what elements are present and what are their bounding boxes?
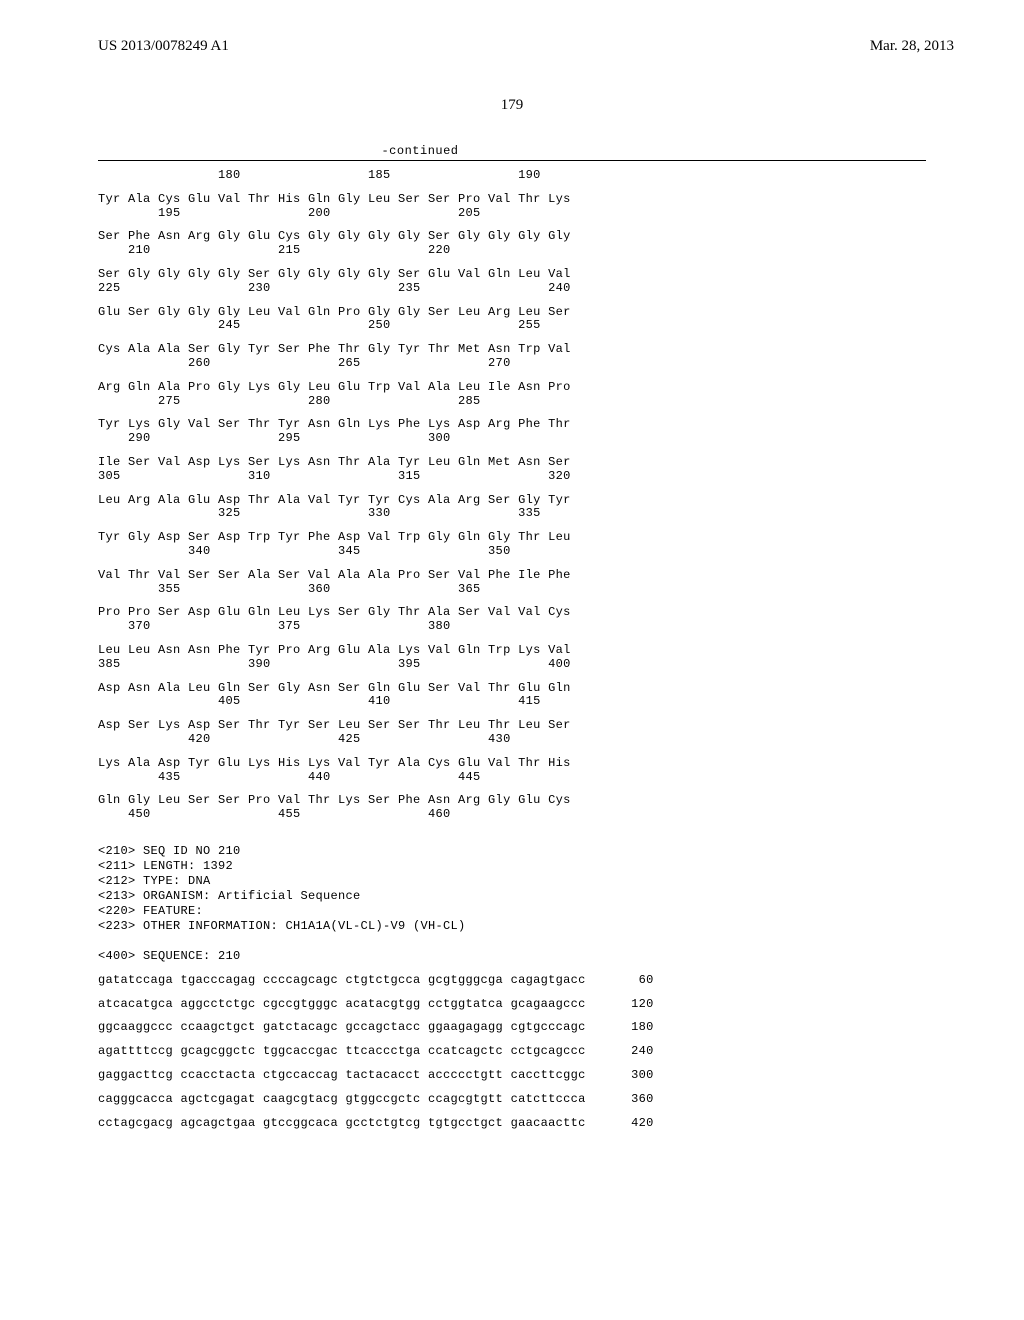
protein-position-line: 340 345 350: [98, 545, 1024, 559]
protein-row: Tyr Ala Cys Glu Val Thr His Gln Gly Leu …: [98, 193, 1024, 221]
publication-number: US 2013/0078249 A1: [98, 38, 229, 55]
dna-position-number: 420: [614, 1117, 654, 1131]
protein-aa-line: Tyr Gly Asp Ser Asp Trp Tyr Phe Asp Val …: [98, 531, 1024, 545]
dna-position-number: 240: [614, 1045, 654, 1059]
protein-position-line: 180 185 190: [98, 169, 1024, 183]
protein-row: Glu Ser Gly Gly Gly Leu Val Gln Pro Gly …: [98, 306, 1024, 334]
protein-row: Ser Phe Asn Arg Gly Glu Cys Gly Gly Gly …: [98, 230, 1024, 258]
protein-position-line: 225 230 235 240: [98, 282, 1024, 296]
dna-sequence-line: cagggcacca agctcgagat caagcgtacg gtggccg…: [98, 1093, 586, 1107]
protein-row: Asp Asn Ala Leu Gln Ser Gly Asn Ser Gln …: [98, 682, 1024, 710]
protein-aa-line: Pro Pro Ser Asp Glu Gln Leu Lys Ser Gly …: [98, 606, 1024, 620]
protein-aa-line: Glu Ser Gly Gly Gly Leu Val Gln Pro Gly …: [98, 306, 1024, 320]
protein-row: Pro Pro Ser Asp Glu Gln Leu Lys Ser Gly …: [98, 606, 1024, 634]
protein-aa-line: Asp Asn Ala Leu Gln Ser Gly Asn Ser Gln …: [98, 682, 1024, 696]
protein-row: Leu Leu Asn Asn Phe Tyr Pro Arg Glu Ala …: [98, 644, 1024, 672]
protein-position-line: 385 390 395 400: [98, 658, 1024, 672]
dna-row: ggcaaggccc ccaagctgct gatctacagc gccagct…: [98, 1021, 1024, 1035]
dna-sequence-line: agattttccg gcagcggctc tggcaccgac ttcaccc…: [98, 1045, 586, 1059]
protein-position-line: 275 280 285: [98, 395, 1024, 409]
protein-row: Cys Ala Ala Ser Gly Tyr Ser Phe Thr Gly …: [98, 343, 1024, 371]
dna-row: agattttccg gcagcggctc tggcaccgac ttcaccc…: [98, 1045, 1024, 1059]
protein-position-line: 405 410 415: [98, 695, 1024, 709]
protein-row: Ile Ser Val Asp Lys Ser Lys Asn Thr Ala …: [98, 456, 1024, 484]
page-number: 179: [0, 97, 1024, 114]
continued-label: -continued: [320, 144, 520, 158]
protein-aa-line: Gln Gly Leu Ser Ser Pro Val Thr Lys Ser …: [98, 794, 1024, 808]
protein-aa-line: Asp Ser Lys Asp Ser Thr Tyr Ser Leu Ser …: [98, 719, 1024, 733]
protein-sequence-block: 180 185 190 Tyr Ala Cys Glu Val Thr His G…: [98, 169, 1024, 822]
protein-row: Gln Gly Leu Ser Ser Pro Val Thr Lys Ser …: [98, 794, 1024, 822]
dna-sequence-block: gatatccaga tgacccagag ccccagcagc ctgtctg…: [98, 974, 1024, 1131]
dna-position-number: 300: [614, 1069, 654, 1083]
dna-sequence-line: cctagcgacg agcagctgaa gtccggcaca gcctctg…: [98, 1117, 586, 1131]
protein-position-line: 355 360 365: [98, 583, 1024, 597]
dna-sequence-line: ggcaaggccc ccaagctgct gatctacagc gccagct…: [98, 1021, 586, 1035]
protein-position-line: 245 250 255: [98, 319, 1024, 333]
protein-aa-line: Cys Ala Ala Ser Gly Tyr Ser Phe Thr Gly …: [98, 343, 1024, 357]
protein-aa-line: Leu Leu Asn Asn Phe Tyr Pro Arg Glu Ala …: [98, 644, 1024, 658]
protein-aa-line: Ser Gly Gly Gly Gly Ser Gly Gly Gly Gly …: [98, 268, 1024, 282]
protein-aa-line: Tyr Lys Gly Val Ser Thr Tyr Asn Gln Lys …: [98, 418, 1024, 432]
sequence-metadata-block: <210> SEQ ID NO 210 <211> LENGTH: 1392 <…: [98, 844, 1024, 964]
protein-row: Asp Ser Lys Asp Ser Thr Tyr Ser Leu Ser …: [98, 719, 1024, 747]
dna-position-number: 120: [614, 998, 654, 1012]
protein-row: Val Thr Val Ser Ser Ala Ser Val Ala Ala …: [98, 569, 1024, 597]
page-header: US 2013/0078249 A1 Mar. 28, 2013: [0, 0, 1024, 55]
publication-date: Mar. 28, 2013: [870, 38, 954, 55]
dna-sequence-line: gatatccaga tgacccagag ccccagcagc ctgtctg…: [98, 974, 586, 988]
protein-position-line: 370 375 380: [98, 620, 1024, 634]
dna-position-number: 180: [614, 1021, 654, 1035]
dna-sequence-line: atcacatgca aggcctctgc cgccgtgggc acatacg…: [98, 998, 586, 1012]
dna-position-number: 360: [614, 1093, 654, 1107]
protein-position-line: 435 440 445: [98, 771, 1024, 785]
protein-row: Tyr Lys Gly Val Ser Thr Tyr Asn Gln Lys …: [98, 418, 1024, 446]
protein-position-line: 210 215 220: [98, 244, 1024, 258]
dna-row: gatatccaga tgacccagag ccccagcagc ctgtctg…: [98, 974, 1024, 988]
protein-row: Leu Arg Ala Glu Asp Thr Ala Val Tyr Tyr …: [98, 494, 1024, 522]
protein-aa-line: Lys Ala Asp Tyr Glu Lys His Lys Val Tyr …: [98, 757, 1024, 771]
protein-aa-line: Ser Phe Asn Arg Gly Glu Cys Gly Gly Gly …: [98, 230, 1024, 244]
protein-aa-line: Leu Arg Ala Glu Asp Thr Ala Val Tyr Tyr …: [98, 494, 1024, 508]
protein-row: Tyr Gly Asp Ser Asp Trp Tyr Phe Asp Val …: [98, 531, 1024, 559]
dna-sequence-line: gaggacttcg ccacctacta ctgccaccag tactaca…: [98, 1069, 586, 1083]
protein-row: Ser Gly Gly Gly Gly Ser Gly Gly Gly Gly …: [98, 268, 1024, 296]
dna-row: cctagcgacg agcagctgaa gtccggcaca gcctctg…: [98, 1117, 1024, 1131]
dna-position-number: 60: [614, 974, 654, 988]
protein-position-line: 290 295 300: [98, 432, 1024, 446]
protein-aa-line: Ile Ser Val Asp Lys Ser Lys Asn Thr Ala …: [98, 456, 1024, 470]
protein-row: Arg Gln Ala Pro Gly Lys Gly Leu Glu Trp …: [98, 381, 1024, 409]
horizontal-rule-top: [98, 160, 926, 161]
protein-aa-line: Arg Gln Ala Pro Gly Lys Gly Leu Glu Trp …: [98, 381, 1024, 395]
protein-position-line: 325 330 335: [98, 507, 1024, 521]
dna-row: cagggcacca agctcgagat caagcgtacg gtggccg…: [98, 1093, 1024, 1107]
protein-position-line: 195 200 205: [98, 207, 1024, 221]
protein-row: Lys Ala Asp Tyr Glu Lys His Lys Val Tyr …: [98, 757, 1024, 785]
protein-aa-line: Val Thr Val Ser Ser Ala Ser Val Ala Ala …: [98, 569, 1024, 583]
protein-position-line: 450 455 460: [98, 808, 1024, 822]
protein-aa-line: Tyr Ala Cys Glu Val Thr His Gln Gly Leu …: [98, 193, 1024, 207]
protein-position-line: 260 265 270: [98, 357, 1024, 371]
protein-position-line: 420 425 430: [98, 733, 1024, 747]
protein-position-line: 305 310 315 320: [98, 470, 1024, 484]
dna-row: gaggacttcg ccacctacta ctgccaccag tactaca…: [98, 1069, 1024, 1083]
dna-row: atcacatgca aggcctctgc cgccgtgggc acatacg…: [98, 998, 1024, 1012]
protein-row: 180 185 190: [98, 169, 1024, 183]
